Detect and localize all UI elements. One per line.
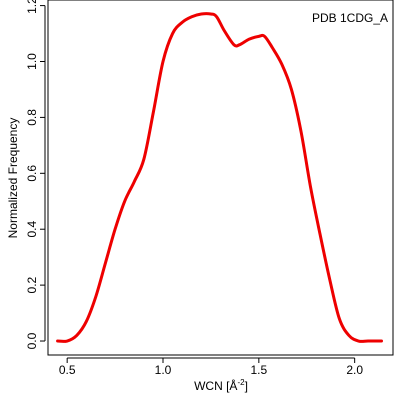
y-tick-label: 1.0 bbox=[25, 53, 39, 70]
y-axis: 0.0 0.2 0.4 0.6 0.8 1.0 1.2 bbox=[25, 0, 46, 349]
x-axis-title-exponent: -2 bbox=[237, 378, 245, 387]
chart-annotation: PDB 1CDG_A bbox=[312, 11, 388, 25]
series-line bbox=[56, 12, 383, 343]
y-tick-label: 0.2 bbox=[25, 276, 39, 293]
x-tick-label: 1.0 bbox=[155, 363, 172, 377]
x-axis-title: WCN [Å-2] bbox=[194, 378, 248, 393]
plot-frame bbox=[47, 0, 394, 356]
y-tick-label: 0.0 bbox=[25, 332, 39, 349]
x-tick-label: 1.5 bbox=[250, 363, 267, 377]
x-tick-label: 0.5 bbox=[59, 363, 76, 377]
y-tick-label: 0.4 bbox=[25, 221, 39, 238]
y-tick-label: 1.2 bbox=[25, 0, 39, 14]
y-tick-label: 0.6 bbox=[25, 165, 39, 182]
x-axis: 0.5 1.0 1.5 2.0 bbox=[59, 357, 363, 377]
x-axis-title-prefix: WCN [ bbox=[194, 379, 230, 393]
x-axis-title-unit: Å bbox=[229, 378, 237, 393]
x-tick-label: 2.0 bbox=[346, 363, 363, 377]
y-axis-title: Normalized Frequency bbox=[6, 118, 20, 239]
y-tick-label: 0.8 bbox=[25, 109, 39, 126]
x-axis-title-suffix: ] bbox=[245, 379, 248, 393]
series-group bbox=[56, 12, 383, 343]
